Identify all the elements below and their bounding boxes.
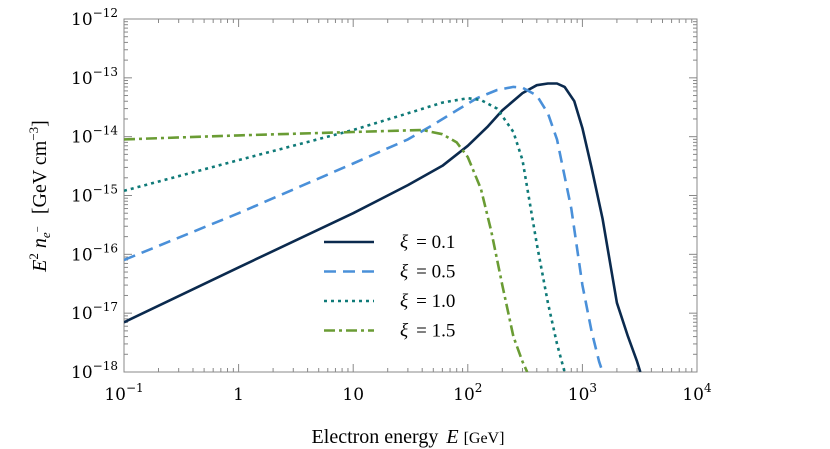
y-axis-title: E2 ne− [GeV cm−3] [26,120,53,273]
y-axis-title-symbol2: n [29,238,51,248]
y-tick-label: 10−15 [71,183,118,207]
x-tick-label: 103 [568,381,597,405]
legend-label-1: ξ = 0.1 [400,232,455,253]
minor-ticks [124,19,697,372]
y-tick-label-base: 10 [71,69,93,89]
x-tick-label-base: 10 [104,385,126,405]
y-tick-label-base: 10 [71,128,93,148]
y-tick-label-exponent: −15 [93,183,118,197]
y-tick-label: 10−12 [71,6,118,30]
legend-label-symbol: ξ [400,232,409,253]
y-tick-label-base: 10 [71,187,93,207]
x-tick-label-exponent: 2 [475,381,483,395]
legend: ξ = 0.1 ξ = 0.5 ξ = 1.0 ξ = 1.5 [324,232,455,342]
y-tick-label-base: 10 [71,363,93,383]
y-tick-label-base: 10 [71,304,93,324]
y-axis-title-symbol2-subscript: e [38,232,53,238]
y-tick-label: 10−16 [71,241,118,265]
legend-label-symbol: ξ [400,262,409,283]
y-tick-label-exponent: −16 [93,241,118,255]
x-axis-title-symbol: E [445,426,458,448]
x-axis-title-unit: [GeV] [464,430,505,447]
x-tick-label-base: 10 [568,385,590,405]
legend-label-symbol: ξ [400,321,409,342]
y-tick-label-exponent: −18 [93,359,118,373]
x-axis-title-text: Electron energy [312,426,439,448]
y-axis-title-symbol: E [29,260,51,273]
legend-label-2: ξ = 0.5 [400,262,455,283]
x-tick-label: 104 [682,381,712,405]
legend-label-value: = 1.0 [416,291,455,312]
series-line-4 [124,128,529,372]
y-tick-label-exponent: −13 [93,65,118,79]
x-tick-label-base: 10 [342,385,364,405]
legend-label-value: = 1.5 [416,321,455,342]
x-tick-label-base: 10 [453,385,475,405]
legend-label-symbol: ξ [400,291,409,312]
series-lines [124,82,642,372]
x-tick-label-base: 1 [233,385,244,405]
x-tick-label-exponent: −1 [126,381,144,395]
series-line-3 [124,96,566,372]
y-tick-label-base: 10 [71,10,93,30]
y-tick-label: 10−14 [71,124,118,148]
x-tick-label-exponent: 4 [704,381,712,395]
x-tick-label: 102 [453,381,482,405]
y-tick-label-exponent: −12 [93,6,118,20]
legend-label-3: ξ = 1.0 [400,291,455,312]
x-tick-label-base: 10 [682,385,704,405]
x-tick-label: 1 [233,385,244,405]
x-tick-label: 10−1 [104,381,143,405]
x-tick-labels: 10−1 1 10 102 103 104 [104,381,712,405]
x-axis-title: Electron energy E [GeV] [312,426,505,448]
y-axis-title-unit-close: ] [29,120,51,127]
y-tick-label: 10−18 [71,359,118,383]
legend-label-value: = 0.1 [416,232,455,253]
series-line-2 [124,85,604,372]
x-tick-label: 10 [342,385,364,405]
major-ticks [123,18,698,373]
y-tick-label-base: 10 [71,245,93,265]
y-axis-title-symbol-exponent: 2 [26,253,41,260]
plot-frame [123,18,698,373]
y-axis-title-unit: [GeV cm [29,140,51,214]
series-line-1 [124,82,642,372]
y-tick-label: 10−17 [71,300,118,324]
legend-label-value: = 0.5 [416,262,455,283]
y-tick-label-exponent: −17 [93,300,118,314]
y-tick-label: 10−13 [71,65,118,89]
x-tick-label-exponent: 3 [589,381,597,395]
y-axis-title-unit-exponent: −3 [26,127,41,141]
y-axis-title-symbol2-subscript-sup: − [32,226,44,232]
legend-label-4: ξ = 1.5 [400,321,455,342]
y-tick-label-exponent: −14 [93,124,119,138]
